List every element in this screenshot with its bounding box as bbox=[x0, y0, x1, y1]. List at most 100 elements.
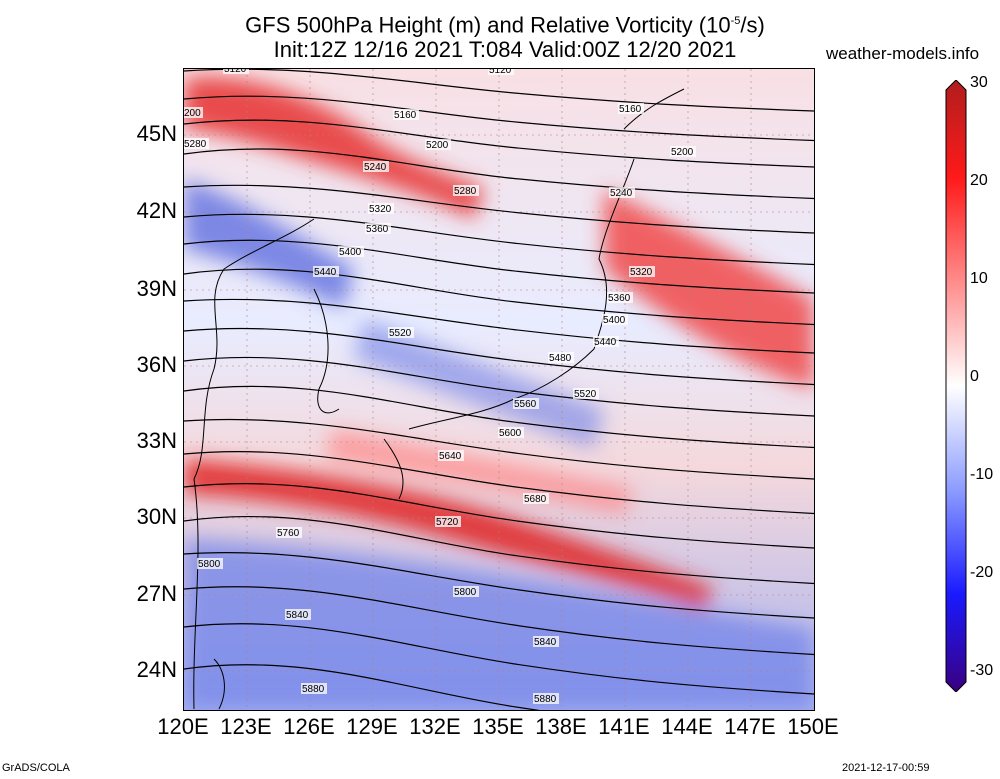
contour-label: 5880 bbox=[533, 693, 559, 705]
vort-red-jet bbox=[184, 459, 714, 609]
contour-label: 5520 bbox=[573, 388, 599, 400]
svg-text:5520: 5520 bbox=[574, 389, 597, 400]
svg-text:5280: 5280 bbox=[184, 139, 207, 150]
contour-label: 5760 bbox=[276, 527, 302, 539]
longitude-label: 150E bbox=[787, 714, 839, 739]
longitude-label: 129E bbox=[346, 714, 398, 739]
contour-label: 5120 bbox=[223, 69, 249, 75]
latitude-label: 24N bbox=[136, 657, 177, 682]
svg-text:5840: 5840 bbox=[286, 610, 309, 621]
contour-label: 5240 bbox=[363, 161, 389, 173]
longitude-label: 123E bbox=[220, 714, 272, 739]
contour-label: 5800 bbox=[197, 558, 223, 570]
height-contour bbox=[184, 148, 814, 200]
footer-timestamp: 2021-12-17-00:59 bbox=[842, 762, 930, 774]
colorbar bbox=[945, 80, 967, 692]
contour-label: 5400 bbox=[602, 314, 628, 326]
svg-text:5680: 5680 bbox=[524, 494, 547, 505]
longitude-label: 147E bbox=[724, 714, 776, 739]
svg-text:5880: 5880 bbox=[534, 694, 557, 705]
colorbar-label: 30 bbox=[970, 74, 988, 91]
height-contour bbox=[184, 298, 814, 354]
contour-label: 5120 bbox=[488, 69, 514, 76]
coast-japan bbox=[408, 158, 635, 430]
contour-label: 5840 bbox=[533, 636, 559, 648]
map-panel: 5120 5120 200 5160 5160 5280 5200 5200 5240 5240 5… bbox=[183, 68, 815, 711]
latitude-label: 30N bbox=[136, 504, 177, 529]
longitude-label: 144E bbox=[661, 714, 713, 739]
height-contour bbox=[184, 450, 814, 515]
svg-text:5560: 5560 bbox=[514, 399, 537, 410]
contour-label: 5680 bbox=[523, 493, 549, 505]
coast-china-korea bbox=[193, 218, 315, 710]
height-contour bbox=[184, 213, 814, 266]
height-contour bbox=[184, 515, 814, 585]
height-contour bbox=[184, 482, 814, 549]
coast-korea bbox=[313, 288, 340, 414]
contour-label: 5320 bbox=[629, 266, 655, 278]
contour-label: 5520 bbox=[388, 327, 414, 339]
footer-software: GrADS/COLA bbox=[2, 762, 70, 774]
svg-text:5120: 5120 bbox=[489, 69, 512, 76]
svg-text:5520: 5520 bbox=[389, 328, 412, 339]
longitude-axis: 120E 123E 126E 129E 132E 135E 138E 141E 144E 147E… bbox=[157, 712, 838, 742]
latitude-label: 39N bbox=[136, 276, 177, 301]
svg-text:5240: 5240 bbox=[364, 162, 387, 173]
svg-text:5120: 5120 bbox=[224, 69, 247, 75]
colorbar-label: -20 bbox=[970, 564, 994, 581]
contour-label: 5600 bbox=[498, 427, 524, 439]
height-contour bbox=[184, 184, 814, 234]
colorbar-label: -30 bbox=[970, 662, 994, 679]
vort-blue-central bbox=[354, 319, 604, 449]
contour-label: 5200 bbox=[425, 139, 451, 151]
colorbar-label: 10 bbox=[970, 270, 988, 287]
contour-label: 5640 bbox=[438, 450, 464, 462]
height-contour bbox=[184, 268, 814, 326]
contour-label: 5800 bbox=[453, 586, 479, 598]
svg-text:5720: 5720 bbox=[436, 517, 459, 528]
coastlines bbox=[193, 88, 685, 710]
svg-text:5200: 5200 bbox=[671, 147, 694, 158]
contour-label: 5360 bbox=[365, 223, 391, 235]
svg-text:5840: 5840 bbox=[534, 637, 557, 648]
contour-label: 5480 bbox=[548, 352, 574, 364]
vort-red-band-north bbox=[184, 77, 484, 219]
svg-text:5760: 5760 bbox=[277, 528, 300, 539]
height-contour bbox=[184, 119, 814, 168]
height-contour bbox=[184, 623, 814, 695]
longitude-label: 141E bbox=[598, 714, 650, 739]
svg-text:5440: 5440 bbox=[314, 267, 337, 278]
vort-red-east-sea bbox=[604, 189, 814, 389]
latitude-label: 45N bbox=[136, 121, 177, 146]
height-contour bbox=[184, 385, 814, 449]
chart-title: GFS 500hPa Height (m) and Relative Vorti… bbox=[120, 8, 890, 38]
height-contour bbox=[184, 327, 814, 386]
latitude-label: 27N bbox=[136, 581, 177, 606]
svg-text:5800: 5800 bbox=[454, 587, 477, 598]
contour-labels: 5120 5120 200 5160 5160 5280 5200 5200 5240 5240 5… bbox=[184, 69, 696, 705]
contour-label: 200 bbox=[184, 107, 203, 119]
svg-text:5320: 5320 bbox=[369, 204, 392, 215]
svg-text:5200: 5200 bbox=[426, 140, 449, 151]
colorbar-body bbox=[945, 80, 967, 692]
vorticity-map: 5120 5120 200 5160 5160 5280 5200 5200 5240 5240 5… bbox=[184, 69, 814, 710]
svg-text:5160: 5160 bbox=[394, 110, 417, 121]
longitude-label: 132E bbox=[409, 714, 461, 739]
title-exponent: -5 bbox=[730, 15, 741, 27]
svg-text:5600: 5600 bbox=[499, 428, 522, 439]
longitude-label: 135E bbox=[472, 714, 524, 739]
vort-blue-south bbox=[184, 539, 814, 710]
svg-text:5240: 5240 bbox=[610, 188, 633, 199]
svg-text:5440: 5440 bbox=[594, 337, 617, 348]
svg-text:5320: 5320 bbox=[630, 267, 653, 278]
svg-text:5280: 5280 bbox=[454, 186, 477, 197]
svg-text:5400: 5400 bbox=[339, 247, 362, 258]
contour-label: 5440 bbox=[313, 266, 339, 278]
contour-label: 5200 bbox=[670, 146, 696, 158]
colorbar-label: 20 bbox=[970, 172, 988, 189]
contour-label: 5320 bbox=[368, 203, 394, 215]
height-contours bbox=[184, 69, 814, 710]
coast-taiwan bbox=[213, 658, 225, 710]
contour-label: 5280 bbox=[184, 138, 209, 150]
svg-text:5640: 5640 bbox=[439, 451, 462, 462]
